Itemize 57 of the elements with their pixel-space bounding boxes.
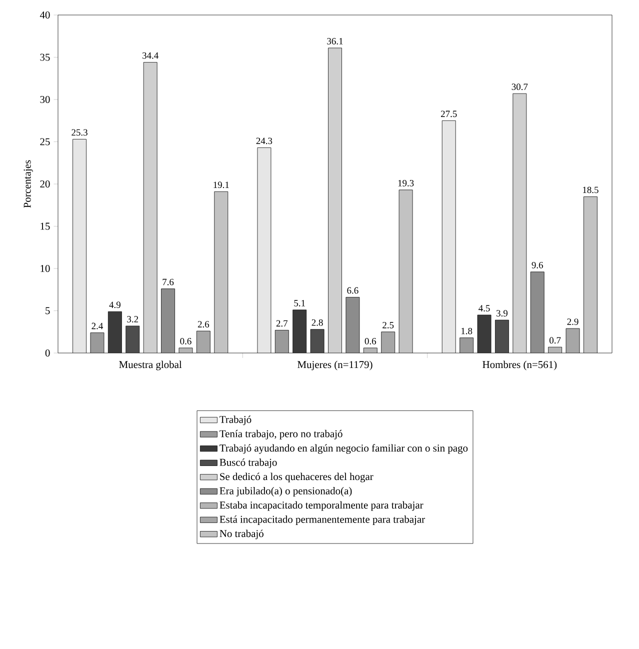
legend-label: Buscó trabajo xyxy=(220,458,277,468)
bar xyxy=(495,320,509,353)
legend-label: Está incapacitado permanentemente para trabajar xyxy=(220,515,425,525)
data-label: 24.3 xyxy=(256,138,272,144)
data-label: 3.2 xyxy=(127,316,138,322)
data-label: 19.3 xyxy=(398,180,414,186)
data-label: 2.4 xyxy=(92,322,104,330)
legend-label: Trabajó xyxy=(220,416,252,426)
data-label: 18.5 xyxy=(583,186,598,194)
data-label: 0.6 xyxy=(180,338,192,344)
data-label: 19.1 xyxy=(214,182,229,188)
bar xyxy=(477,314,492,353)
data-label: 4.9 xyxy=(109,302,120,308)
y-tick-label: 20 xyxy=(40,180,50,188)
legend-label: No trabajó xyxy=(220,530,264,540)
y-tick-label: 10 xyxy=(40,264,50,272)
data-label: 0.7 xyxy=(550,337,561,344)
y-tick-label: 35 xyxy=(40,54,50,61)
data-label: 1.8 xyxy=(461,328,472,334)
data-label: 0.6 xyxy=(364,338,376,344)
data-label: 2.6 xyxy=(198,321,210,328)
y-tick-label: 5 xyxy=(46,307,50,314)
data-label: 7.6 xyxy=(162,278,174,286)
data-label: 27.5 xyxy=(441,110,457,118)
data-label: 36.1 xyxy=(327,38,343,44)
x-tick-label: Mujeres (n=1179) xyxy=(298,360,372,370)
bar xyxy=(460,338,474,353)
y-tick-label: 25 xyxy=(40,138,50,146)
data-label: 2.7 xyxy=(276,320,288,327)
y-tick-label: 30 xyxy=(40,96,50,104)
legend-label: Se dedicó a los quehaceres del hogar xyxy=(220,472,374,482)
bar xyxy=(310,329,324,353)
data-label: 6.6 xyxy=(347,287,358,294)
bar xyxy=(292,310,307,353)
legend-label: Trabajó ayudando en algún negocio familiar con o sin pago xyxy=(220,444,468,454)
y-tick-label: 0 xyxy=(45,349,50,357)
data-label: 25.3 xyxy=(72,129,88,136)
data-label: 5.1 xyxy=(294,300,305,306)
data-label: 34.4 xyxy=(142,52,158,59)
bar xyxy=(108,311,122,353)
data-label: 9.6 xyxy=(532,262,544,268)
legend-label: Estaba incapacitado temporalmente para trabajar xyxy=(220,501,424,511)
data-label: 2.9 xyxy=(567,318,578,325)
bar xyxy=(274,330,289,353)
x-tick-label: Muestra global xyxy=(119,360,182,370)
y-tick-label: 15 xyxy=(40,222,50,230)
legend-label: Era jubilado(a) o pensionado(a) xyxy=(220,487,352,496)
data-label: 3.9 xyxy=(496,310,508,317)
data-label: 30.7 xyxy=(512,84,528,90)
x-tick-label: Hombres (n=561) xyxy=(482,360,557,370)
y-axis-title: Porcentajes xyxy=(24,160,33,208)
bar xyxy=(126,326,140,353)
y-tick-label: 40 xyxy=(40,11,50,19)
data-label: 2.8 xyxy=(312,319,323,326)
legend-label: Tenía trabajo, pero no trabajó xyxy=(220,430,342,440)
data-label: 4.5 xyxy=(478,305,490,312)
data-label: 2.5 xyxy=(382,322,394,328)
